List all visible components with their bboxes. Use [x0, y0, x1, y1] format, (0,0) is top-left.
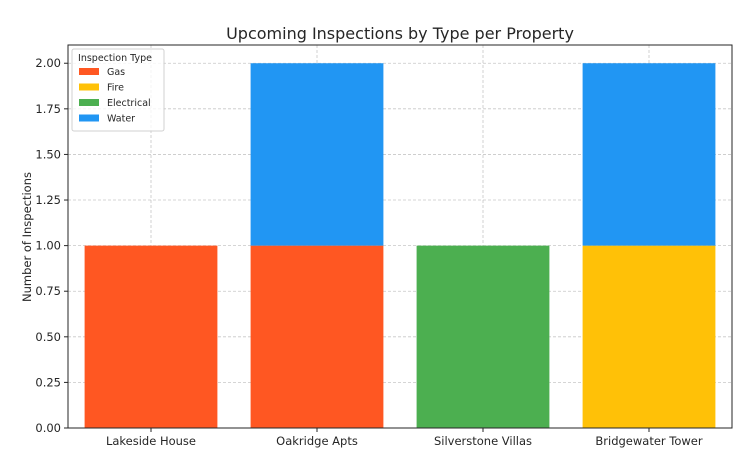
bar-water-oakridge-apts — [250, 63, 384, 246]
y-tick-label: 0.00 — [35, 421, 61, 435]
legend-label-fire: Fire — [107, 83, 124, 94]
legend-swatch-electrical — [79, 99, 99, 106]
chart-title: Upcoming Inspections by Type per Propert… — [226, 24, 574, 43]
legend-title: Inspection Type — [78, 53, 152, 64]
y-tick-label: 1.25 — [35, 193, 61, 207]
y-tick-label: 0.50 — [35, 330, 61, 344]
legend-label-water: Water — [107, 114, 135, 125]
legend-label-gas: Gas — [107, 67, 125, 78]
legend-swatch-water — [79, 114, 99, 122]
y-tick-label: 0.25 — [35, 375, 61, 389]
axes-layer: 0.00 0.25 0.50 0.75 1.00 1.25 1.50 1.75 2.00 Lake… — [35, 44, 733, 448]
y-tick-label: 1.50 — [35, 147, 61, 161]
bar-gas-oakridge-apts — [250, 245, 384, 428]
x-tick-label: Lakeside House — [106, 434, 196, 448]
bars-layer — [84, 63, 716, 428]
bar-fire-bridgewater-tower — [582, 245, 716, 428]
bar-gas-lakeside-house — [84, 245, 218, 428]
legend-swatch-gas — [79, 68, 99, 75]
y-tick-label: 1.75 — [35, 102, 61, 116]
legend: Inspection Type Gas Fire Electrical Water — [71, 48, 165, 132]
y-axis-label: Number of Inspections — [20, 172, 34, 302]
y-tick-label: 1.00 — [35, 239, 61, 253]
y-tick-label: 0.75 — [35, 284, 61, 298]
legend-swatch-fire — [79, 83, 99, 91]
plot-frame — [67, 44, 733, 429]
bar-water-bridgewater-tower — [582, 63, 716, 246]
x-tick-label: Silverstone Villas — [434, 434, 532, 448]
legend-label-electrical: Electrical — [107, 98, 151, 109]
x-tick-label: Bridgewater Tower — [595, 434, 702, 448]
x-tick-label: Oakridge Apts — [276, 434, 358, 448]
bar-electrical-silverstone-villas — [416, 245, 550, 428]
y-tick-label: 2.00 — [35, 56, 61, 70]
